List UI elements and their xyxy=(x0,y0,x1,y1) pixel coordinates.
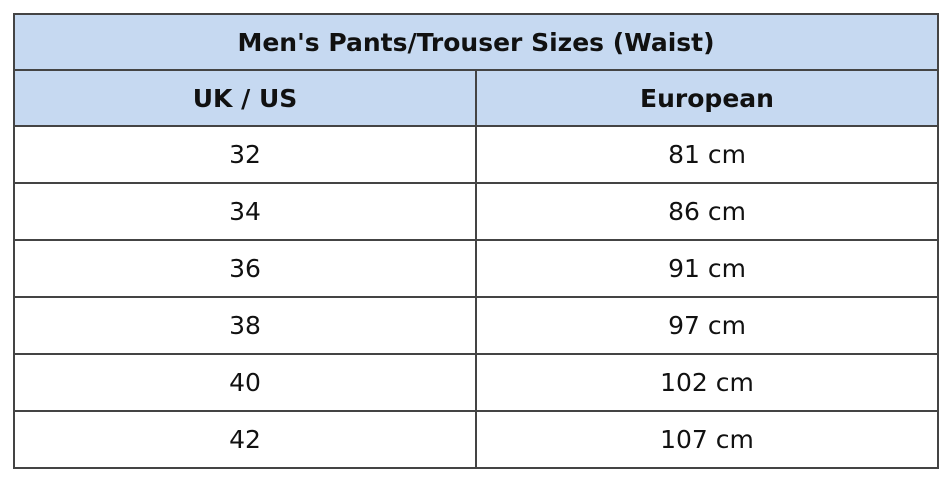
size-table: Men's Pants/Trouser Sizes (Waist) UK / U… xyxy=(12,13,940,469)
table-cell: 38 xyxy=(13,296,477,355)
table-cell: 107 cm xyxy=(474,410,940,469)
table-cell: 91 cm xyxy=(474,239,940,298)
table-title: Men's Pants/Trouser Sizes (Waist) xyxy=(12,13,940,71)
table-cell: 42 xyxy=(13,410,477,469)
table-cell: 32 xyxy=(13,125,477,184)
table-cell: 40 xyxy=(13,353,477,412)
header-row: UK / US European xyxy=(13,69,940,127)
table-cell: 36 xyxy=(13,239,477,298)
table-cell: 102 cm xyxy=(474,353,940,412)
column-header: European xyxy=(474,69,940,127)
table-cell: 86 cm xyxy=(474,182,940,241)
title-row: Men's Pants/Trouser Sizes (Waist) xyxy=(12,13,940,71)
table-row: 34 86 cm xyxy=(13,182,940,241)
table-cell: 97 cm xyxy=(474,296,940,355)
table-row: 42 107 cm xyxy=(13,410,940,469)
table-row: 40 102 cm xyxy=(13,353,940,412)
table-body: 32 81 cm 34 86 cm 36 91 cm 38 97 cm 40 102 cm 42 10… xyxy=(13,125,940,469)
table-row: 36 91 cm xyxy=(13,239,940,298)
table-cell: 34 xyxy=(13,182,477,241)
table-row: 38 97 cm xyxy=(13,296,940,355)
table-cell: 81 cm xyxy=(474,125,940,184)
column-header: UK / US xyxy=(13,69,477,127)
table-row: 32 81 cm xyxy=(13,125,940,184)
